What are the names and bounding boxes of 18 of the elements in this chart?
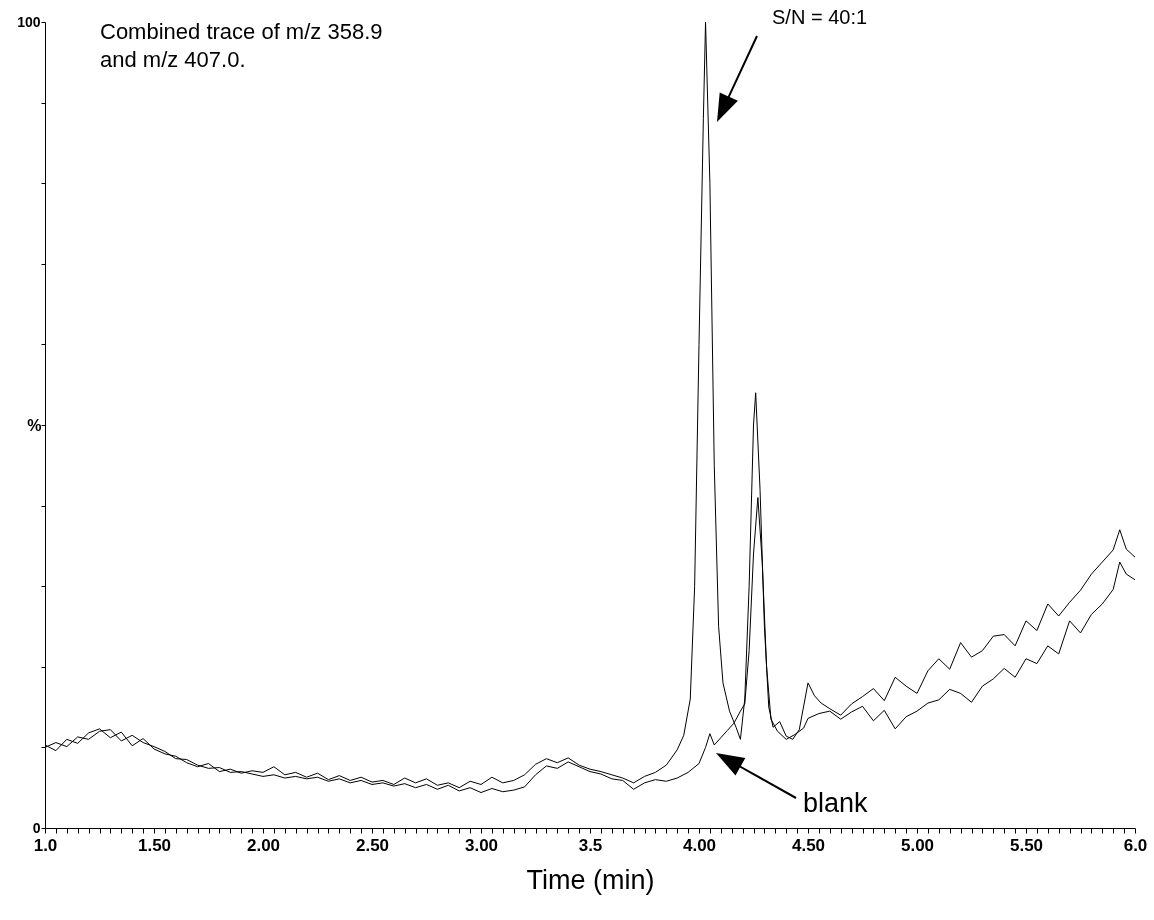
x-tick-label: 2.00	[246, 835, 281, 855]
annotation: blank	[803, 788, 869, 818]
x-tick-label: 5.00	[900, 835, 935, 855]
x-axis-title: Time (min)	[526, 864, 655, 895]
x-tick-label: 2.50	[355, 835, 390, 855]
y-tick-label: 0	[32, 819, 41, 836]
y-tick-label: 100	[17, 13, 41, 30]
annotation: Combined trace of m/z 358.9 and m/z 407.0.	[100, 19, 383, 72]
x-tick-label: 6.0	[1123, 835, 1148, 855]
x-tick-label: 4.00	[682, 835, 717, 855]
x-tick-label: 1.0	[33, 835, 58, 855]
annotation: S/N = 40:1	[772, 6, 868, 28]
x-tick-label: 5.50	[1009, 835, 1044, 855]
y-axis-title: %	[27, 416, 42, 434]
x-tick-label: 3.00	[464, 835, 499, 855]
x-tick-label: 1.50	[137, 835, 172, 855]
x-tick-label: 4.50	[791, 835, 826, 855]
x-tick-label: 3.5	[578, 835, 603, 855]
